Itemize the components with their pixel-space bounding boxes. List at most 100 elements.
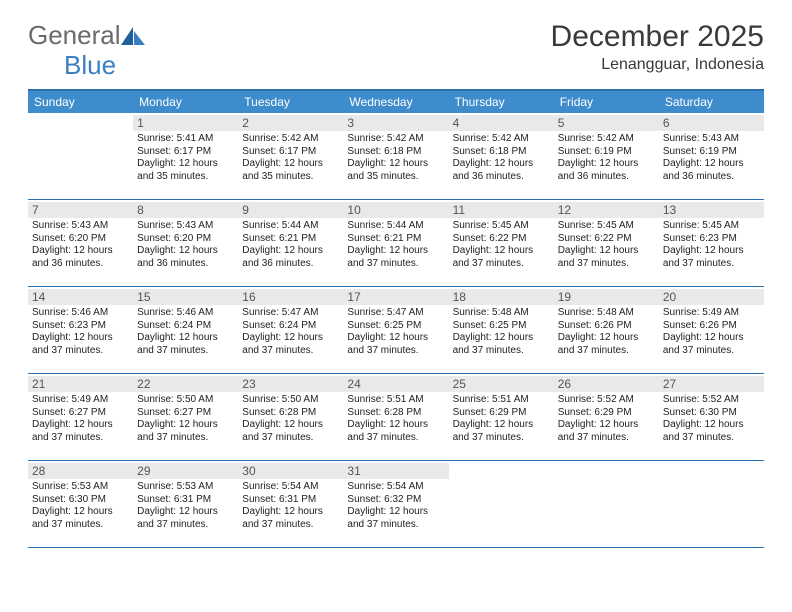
sunrise-line: Sunrise: 5:54 AM — [347, 481, 444, 494]
daylight-line: Daylight: 12 hours and 35 minutes. — [137, 158, 234, 183]
day-2: 2 Sunrise: 5:42 AMSunset: 6:17 PMDaylight… — [238, 113, 343, 199]
sunset-line: Sunset: 6:30 PM — [32, 494, 129, 507]
day-info: Sunrise: 5:45 AMSunset: 6:22 PMDaylight:… — [558, 220, 655, 270]
day-3: 3Sunrise: 5:42 AMSunset: 6:18 PMDaylight… — [343, 113, 448, 199]
sunrise-line: Sunrise: 5:46 AM — [32, 307, 129, 320]
day-number: 29 — [133, 463, 238, 479]
day-info: Sunrise: 5:43 AMSunset: 6:19 PMDaylight:… — [663, 133, 760, 183]
day-info: Sunrise: 5:46 AMSunset: 6:23 PMDaylight:… — [32, 307, 129, 357]
day-number: 19 — [554, 289, 659, 305]
sunset-line: Sunset: 6:24 PM — [242, 320, 339, 333]
day-27: 27 Sunrise: 5:52 AMSunset: 6:30 PMDayligh… — [659, 374, 764, 460]
daylight-line: Daylight: 12 hours and 37 minutes. — [137, 419, 234, 444]
calendar-page: General December 2025 Lenangguar, Indone… — [0, 0, 792, 612]
day-info: Sunrise: 5:50 AMSunset: 6:28 PMDaylight:… — [242, 394, 339, 444]
month-title: December 2025 — [551, 20, 764, 54]
sunset-line: Sunset: 6:26 PM — [663, 320, 760, 333]
day-number: 18 — [449, 289, 554, 305]
day-info: Sunrise: 5:49 AMSunset: 6:26 PMDaylight:… — [663, 307, 760, 357]
day-number: 9 — [238, 202, 343, 218]
day-info: Sunrise: 5:52 AMSunset: 6:30 PMDaylight:… — [663, 394, 760, 444]
day-info: Sunrise: 5:44 AMSunset: 6:21 PMDaylight:… — [347, 220, 444, 270]
calendar: SundayMondayTuesdayWednesdayThursdayFrid… — [28, 89, 764, 548]
daylight-line: Daylight: 12 hours and 37 minutes. — [558, 245, 655, 270]
sunrise-line: Sunrise: 5:45 AM — [558, 220, 655, 233]
weekday-monday: Monday — [133, 91, 238, 113]
day-info: Sunrise: 5:42 AMSunset: 6:17 PMDaylight:… — [242, 133, 339, 183]
sunrise-line: Sunrise: 5:45 AM — [453, 220, 550, 233]
daylight-line: Daylight: 12 hours and 37 minutes. — [453, 332, 550, 357]
sunrise-line: Sunrise: 5:47 AM — [347, 307, 444, 320]
day-20: 20 Sunrise: 5:49 AMSunset: 6:26 PMDayligh… — [659, 287, 764, 373]
week-row: 1Sunrise: 5:41 AMSunset: 6:17 PMDaylight… — [28, 113, 764, 200]
weekday-header: SundayMondayTuesdayWednesdayThursdayFrid… — [28, 91, 764, 113]
day-8: 8Sunrise: 5:43 AMSunset: 6:20 PMDaylight… — [133, 200, 238, 286]
day-1: 1Sunrise: 5:41 AMSunset: 6:17 PMDaylight… — [133, 113, 238, 199]
day-info: Sunrise: 5:48 AMSunset: 6:25 PMDaylight:… — [453, 307, 550, 357]
daylight-line: Daylight: 12 hours and 37 minutes. — [347, 419, 444, 444]
sunset-line: Sunset: 6:27 PM — [32, 407, 129, 420]
sunrise-line: Sunrise: 5:51 AM — [347, 394, 444, 407]
day-info: Sunrise: 5:53 AMSunset: 6:31 PMDaylight:… — [137, 481, 234, 531]
sunrise-line: Sunrise: 5:50 AM — [137, 394, 234, 407]
sunset-line: Sunset: 6:32 PM — [347, 494, 444, 507]
logo: General — [28, 20, 149, 51]
sunset-line: Sunset: 6:31 PM — [242, 494, 339, 507]
day-empty — [449, 461, 554, 547]
day-30: 30Sunrise: 5:54 AMSunset: 6:31 PMDayligh… — [238, 461, 343, 547]
sunrise-line: Sunrise: 5:52 AM — [558, 394, 655, 407]
sunrise-line: Sunrise: 5:42 AM — [558, 133, 655, 146]
day-10: 10 Sunrise: 5:44 AMSunset: 6:21 PMDayligh… — [343, 200, 448, 286]
daylight-line: Daylight: 12 hours and 37 minutes. — [663, 332, 760, 357]
day-info: Sunrise: 5:47 AMSunset: 6:25 PMDaylight:… — [347, 307, 444, 357]
week-row: 14 Sunrise: 5:46 AMSunset: 6:23 PMDayligh… — [28, 287, 764, 374]
sunset-line: Sunset: 6:25 PM — [347, 320, 444, 333]
sunrise-line: Sunrise: 5:43 AM — [32, 220, 129, 233]
logo-sail-icon — [119, 25, 147, 47]
day-empty — [659, 461, 764, 547]
daylight-line: Daylight: 12 hours and 35 minutes. — [242, 158, 339, 183]
day-number: 12 — [554, 202, 659, 218]
location: Lenangguar, Indonesia — [551, 56, 764, 74]
day-19: 19Sunrise: 5:48 AMSunset: 6:26 PMDayligh… — [554, 287, 659, 373]
day-info: Sunrise: 5:54 AMSunset: 6:31 PMDaylight:… — [242, 481, 339, 531]
day-18: 18 Sunrise: 5:48 AMSunset: 6:25 PMDayligh… — [449, 287, 554, 373]
sunset-line: Sunset: 6:24 PM — [137, 320, 234, 333]
sunset-line: Sunset: 6:21 PM — [242, 233, 339, 246]
sunrise-line: Sunrise: 5:44 AM — [347, 220, 444, 233]
day-info: Sunrise: 5:43 AMSunset: 6:20 PMDaylight:… — [32, 220, 129, 270]
day-number: 27 — [659, 376, 764, 392]
day-number: 28 — [28, 463, 133, 479]
day-31: 31Sunrise: 5:54 AMSunset: 6:32 PMDayligh… — [343, 461, 448, 547]
day-26: 26Sunrise: 5:52 AMSunset: 6:29 PMDayligh… — [554, 374, 659, 460]
week-row: 21Sunrise: 5:49 AMSunset: 6:27 PMDayligh… — [28, 374, 764, 461]
sunset-line: Sunset: 6:17 PM — [242, 146, 339, 159]
day-24: 24Sunrise: 5:51 AMSunset: 6:28 PMDayligh… — [343, 374, 448, 460]
daylight-line: Daylight: 12 hours and 37 minutes. — [453, 419, 550, 444]
sunrise-line: Sunrise: 5:51 AM — [453, 394, 550, 407]
sunrise-line: Sunrise: 5:43 AM — [663, 133, 760, 146]
sunrise-line: Sunrise: 5:46 AM — [137, 307, 234, 320]
sunrise-line: Sunrise: 5:41 AM — [137, 133, 234, 146]
weekday-thursday: Thursday — [449, 91, 554, 113]
sunset-line: Sunset: 6:20 PM — [137, 233, 234, 246]
day-number: 14 — [28, 289, 133, 305]
day-info: Sunrise: 5:52 AMSunset: 6:29 PMDaylight:… — [558, 394, 655, 444]
day-empty — [554, 461, 659, 547]
sunrise-line: Sunrise: 5:42 AM — [453, 133, 550, 146]
day-number: 6 — [659, 115, 764, 131]
sunrise-line: Sunrise: 5:50 AM — [242, 394, 339, 407]
daylight-line: Daylight: 12 hours and 36 minutes. — [453, 158, 550, 183]
day-number: 20 — [659, 289, 764, 305]
day-info: Sunrise: 5:51 AMSunset: 6:28 PMDaylight:… — [347, 394, 444, 444]
day-28: 28Sunrise: 5:53 AMSunset: 6:30 PMDayligh… — [28, 461, 133, 547]
day-14: 14 Sunrise: 5:46 AMSunset: 6:23 PMDayligh… — [28, 287, 133, 373]
day-number: 10 — [343, 202, 448, 218]
day-number: 25 — [449, 376, 554, 392]
day-number: 7 — [28, 202, 133, 218]
sunrise-line: Sunrise: 5:42 AM — [242, 133, 339, 146]
daylight-line: Daylight: 12 hours and 37 minutes. — [32, 332, 129, 357]
day-number: 2 — [238, 115, 343, 131]
day-25: 25Sunrise: 5:51 AMSunset: 6:29 PMDayligh… — [449, 374, 554, 460]
weekday-friday: Friday — [554, 91, 659, 113]
